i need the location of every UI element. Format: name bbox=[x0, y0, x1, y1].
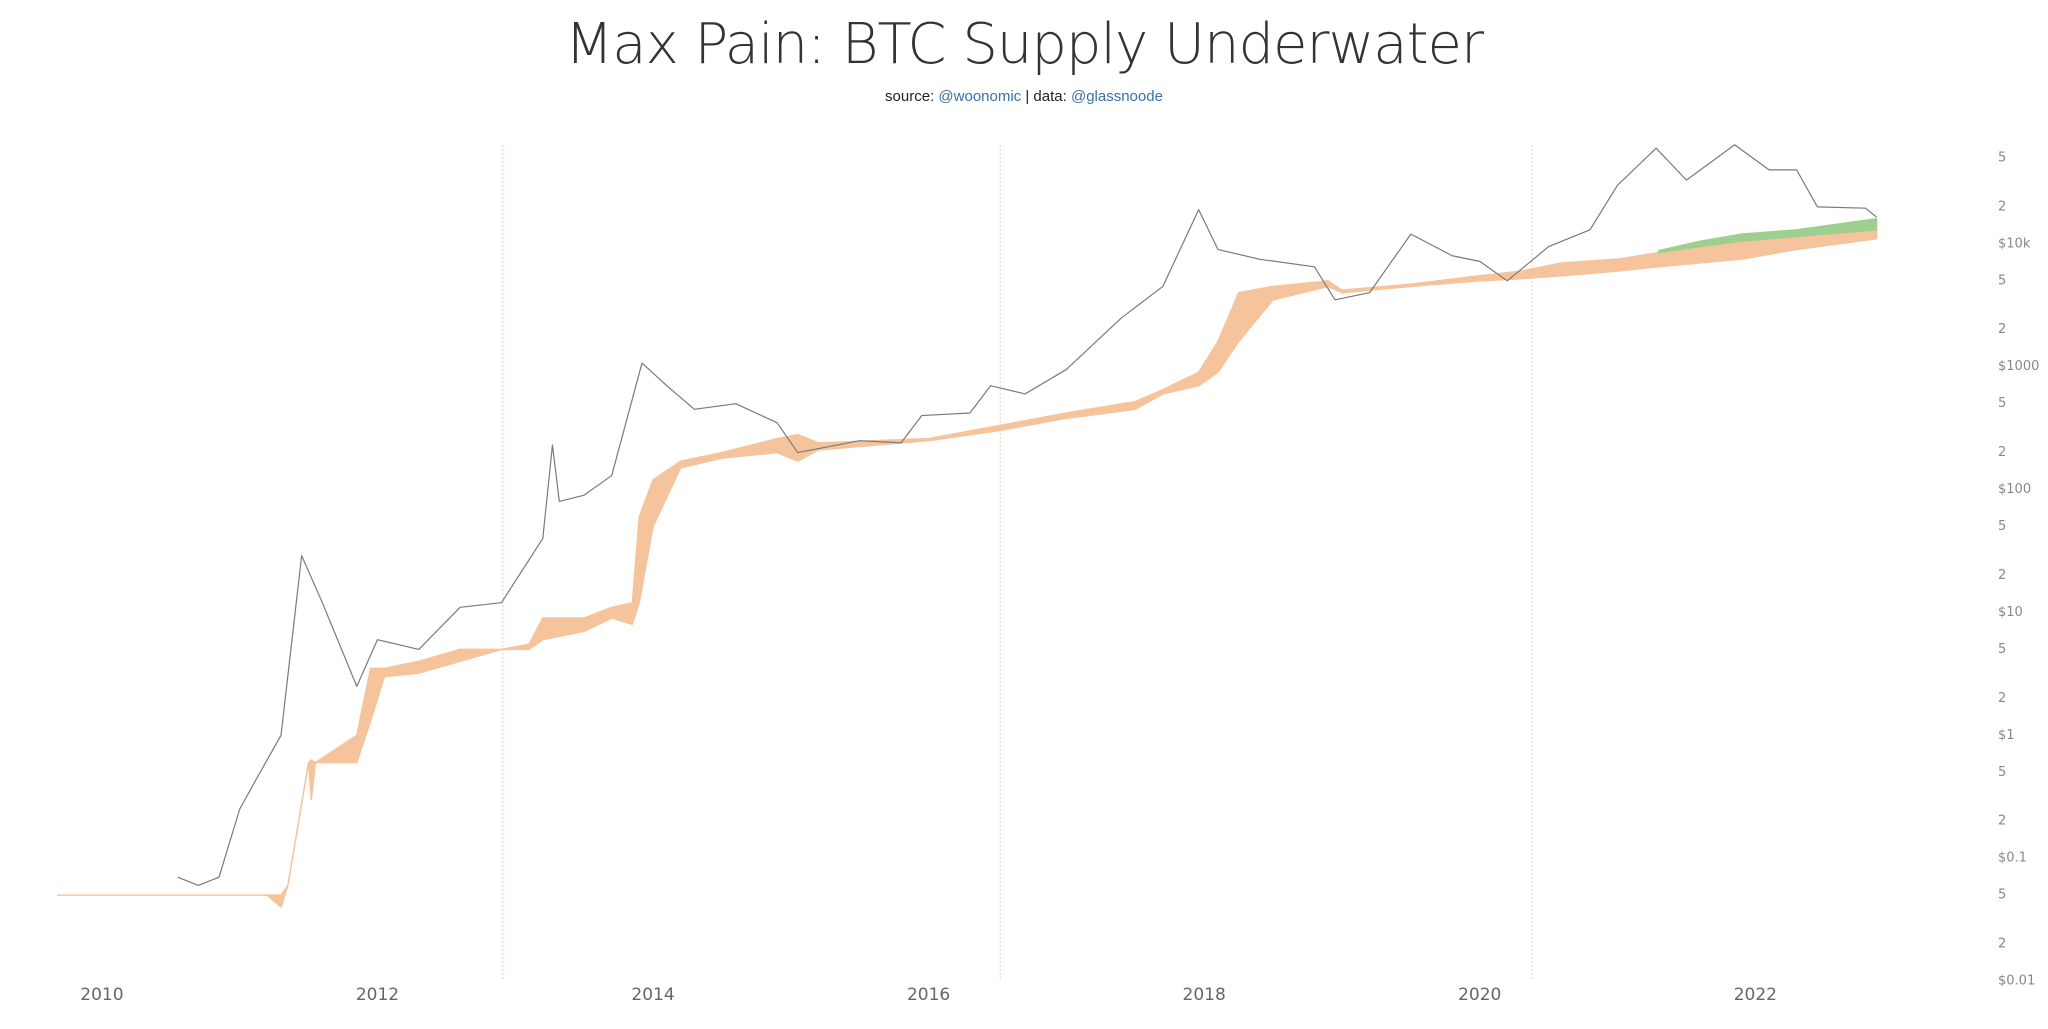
x-tick-label: 2018 bbox=[1183, 985, 1226, 1005]
chart-subtitle: source: @woonomic | data: @glassnoode bbox=[0, 88, 2048, 105]
y-tick-label: 2 bbox=[1998, 445, 2006, 460]
subtitle-middle: | data: bbox=[1025, 88, 1067, 105]
y-tick-label: 5 bbox=[1998, 396, 2006, 411]
y-tick-label: 5 bbox=[1998, 150, 2006, 165]
chart-title: Max Pain: BTC Supply Underwater bbox=[564, 12, 1484, 77]
y-tick-label: 2 bbox=[1998, 568, 2006, 583]
band bbox=[57, 229, 1878, 908]
y-tick-label: 5 bbox=[1998, 642, 2006, 657]
x-tick-label: 2016 bbox=[907, 985, 950, 1005]
y-tick-label: 5 bbox=[1998, 273, 2006, 288]
y-tick-label: $100 bbox=[1998, 482, 2031, 497]
x-tick-label: 2012 bbox=[356, 985, 399, 1005]
price-line bbox=[177, 144, 1877, 886]
y-tick-label: $0.1 bbox=[1998, 851, 2027, 866]
y-tick-label: 5 bbox=[1998, 519, 2006, 534]
y-tick-label: $0.01 bbox=[1998, 974, 2035, 989]
subtitle-prefix: source: bbox=[885, 88, 935, 105]
y-tick-label: 2 bbox=[1998, 322, 2006, 337]
data-link[interactable]: @glassnoode bbox=[1070, 88, 1163, 105]
y-tick-label: 5 bbox=[1998, 888, 2006, 903]
x-tick-label: 2022 bbox=[1734, 985, 1777, 1005]
x-tick-label: 2014 bbox=[631, 985, 674, 1005]
x-tick-label: 2010 bbox=[80, 985, 123, 1005]
y-tick-label: 2 bbox=[1998, 691, 2006, 706]
y-tick-label: 5 bbox=[1998, 765, 2006, 780]
source-link[interactable]: @woonomic bbox=[938, 88, 1022, 105]
y-tick-label: $1 bbox=[1998, 728, 2015, 743]
y-tick-label: $1000 bbox=[1998, 359, 2039, 374]
x-tick-label: 2020 bbox=[1458, 985, 1501, 1005]
y-tick-label: $10k bbox=[1998, 236, 2031, 251]
y-tick-label: 2 bbox=[1998, 814, 2006, 829]
band bbox=[1658, 218, 1878, 254]
y-tick-label: 2 bbox=[1998, 937, 2006, 952]
y-tick-label: $10 bbox=[1998, 605, 2023, 620]
y-tick-label: 2 bbox=[1998, 199, 2006, 214]
